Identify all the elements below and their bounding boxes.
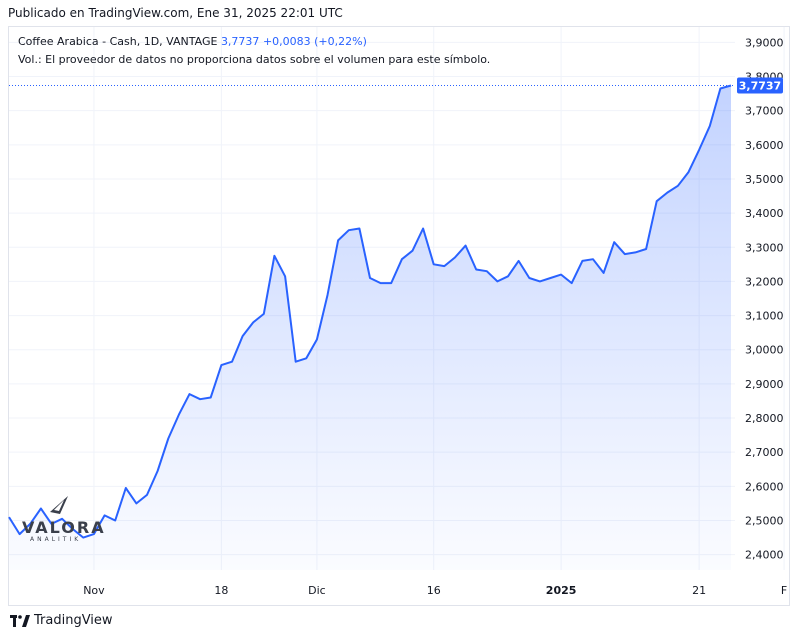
- x-tick-label: Nov: [83, 584, 105, 597]
- y-axis: 2,4000 2,5000 2,6000 2,7000 2,8000 2,9000 3,00…: [745, 36, 784, 561]
- price-line[interactable]: [8, 84, 732, 539]
- y-tick-label: 2,8000: [745, 412, 784, 425]
- y-tick-label: 2,5000: [745, 514, 784, 527]
- valora-watermark: VALORA ANALITIK: [22, 494, 104, 544]
- y-tick-label: 2,4000: [745, 549, 784, 562]
- symbol-title[interactable]: Coffee Arabica - Cash, 1D, VANTAGE: [18, 35, 218, 48]
- price-area: [9, 85, 731, 570]
- line-layer: [8, 84, 732, 539]
- last-price-marker: 3,7737: [9, 77, 783, 94]
- x-tick-label: Dic: [308, 584, 326, 597]
- x-tick-label: 18: [214, 584, 228, 597]
- footer-brand[interactable]: TradingView: [10, 613, 113, 628]
- y-tick-label: 3,9000: [745, 36, 784, 49]
- price-change: +0,0083 (+0,22%): [262, 35, 367, 48]
- y-tick-label: 3,6000: [745, 139, 784, 152]
- y-tick-label: 3,4000: [745, 207, 784, 220]
- y-tick-label: 3,1000: [745, 310, 784, 323]
- published-info: Publicado en TradingView.com, Ene 31, 20…: [8, 6, 343, 20]
- watermark-name: VALORA: [22, 518, 106, 537]
- area-layer: [9, 85, 731, 570]
- last-price-value: 3,7737: [220, 35, 260, 48]
- x-tick-label: 16: [427, 584, 441, 597]
- y-tick-label: 3,7000: [745, 105, 784, 118]
- volume-note: Vol.: El proveedor de datos no proporcio…: [18, 53, 491, 66]
- y-tick-label: 3,3000: [745, 241, 784, 254]
- x-axis: Nov 18 Dic 16 2025 21 F: [83, 584, 787, 597]
- x-tick-label: F: [781, 584, 787, 597]
- y-tick-label: 2,7000: [745, 446, 784, 459]
- y-tick-label: 2,6000: [745, 480, 784, 493]
- tradingview-logo-icon: [10, 614, 30, 627]
- last-price-label: 3,7737: [739, 80, 781, 93]
- y-tick-label: 3,2000: [745, 275, 784, 288]
- footer-brand-label: TradingView: [34, 613, 113, 628]
- y-tick-label: 3,5000: [745, 173, 784, 186]
- x-tick-label: 21: [692, 584, 706, 597]
- chart-legend: Coffee Arabica - Cash, 1D, VANTAGE 3,773…: [18, 35, 367, 48]
- chart-frame: [8, 26, 790, 606]
- y-tick-label: 3,0000: [745, 344, 784, 357]
- watermark-sub: ANALITIK: [30, 536, 82, 543]
- x-tick-label: 2025: [546, 584, 577, 597]
- y-tick-label: 2,9000: [745, 378, 784, 391]
- valora-logo-icon: [50, 496, 68, 514]
- last-price-badge: [737, 77, 783, 94]
